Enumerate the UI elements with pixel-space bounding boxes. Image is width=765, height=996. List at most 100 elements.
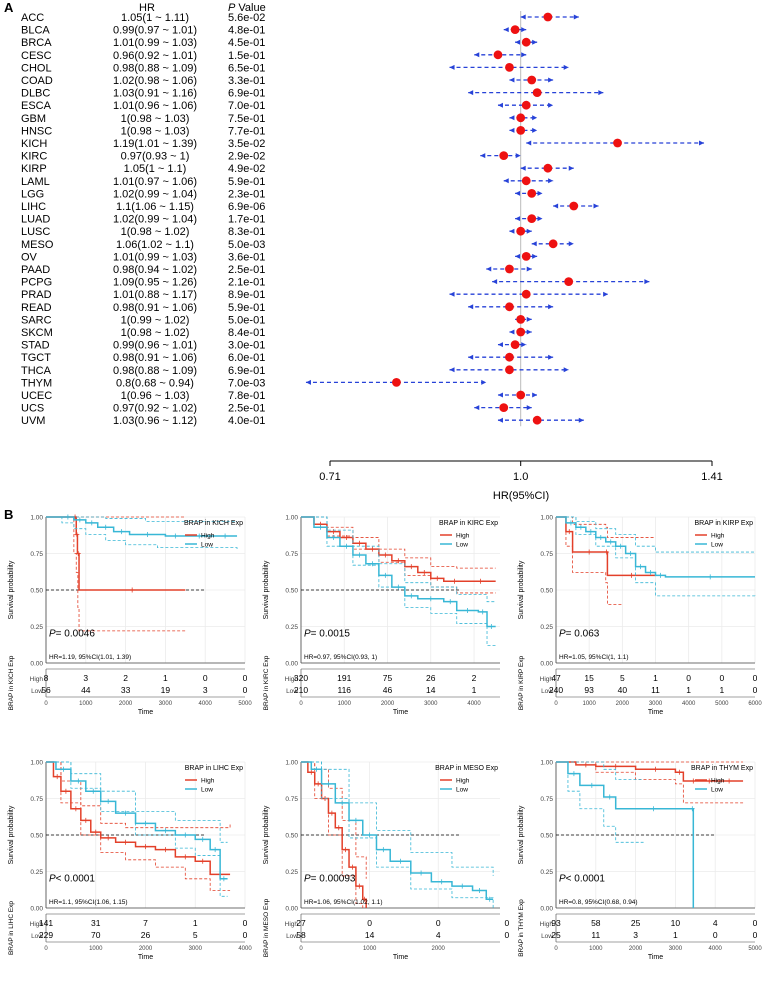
risk-count-high: 10 — [671, 918, 681, 928]
hr-point — [613, 138, 622, 148]
risk-row-label: Low — [286, 688, 298, 695]
risk-count-low: 3 — [203, 685, 208, 695]
ci-right-arrow — [537, 190, 543, 196]
survival-curve — [556, 516, 755, 578]
risk-count-high: 4 — [713, 918, 718, 928]
survival-curve — [46, 516, 238, 537]
censor-mark — [382, 552, 388, 558]
y-axis-title: Survival probability — [263, 805, 270, 864]
strata-y-label: BRAP in MESO Exp — [263, 898, 270, 957]
ci-left-arrow — [449, 291, 455, 297]
km-plot-kirp: 1.00 0.75 0.50 0.25 0.00 Survival probability… — [510, 505, 765, 750]
p-value-label: P= 0.0046 — [49, 629, 95, 640]
legend-label: Low — [711, 787, 723, 794]
censor-mark — [129, 587, 135, 593]
km-thym-svg: 1.00 0.75 0.50 0.25 0.00 Survival probability… — [518, 760, 762, 962]
censor-mark — [63, 788, 69, 794]
risk-count-low: 14 — [365, 930, 375, 940]
legend-label: High — [201, 533, 215, 540]
ci-right-arrow — [532, 253, 538, 259]
censor-mark — [172, 533, 178, 539]
p-value-label: P< 0.0001 — [49, 874, 95, 885]
hr-point — [543, 12, 553, 22]
hr-ci-text: 0.8(0.68 ~ 0.94) — [116, 377, 194, 389]
cancer-label: THCA — [21, 365, 52, 377]
cancer-label: CESC — [21, 50, 52, 62]
hr-ci-text: 0.98(0.88 ~ 1.09) — [113, 365, 197, 377]
censor-mark — [648, 569, 654, 575]
legend-label: High — [711, 778, 725, 785]
hr-ci-text: 1.03(0.96 ~ 1.12) — [113, 415, 197, 427]
ci-right-arrow — [537, 216, 543, 222]
ci-left-arrow — [468, 354, 474, 360]
censor-mark — [380, 847, 386, 853]
cancer-label: KIRP — [21, 163, 47, 175]
panel-label-a: A — [4, 0, 14, 15]
x-axis-title: Time — [138, 954, 153, 961]
p-value-text: 1.7e-01 — [228, 214, 265, 226]
x-tick-label: 4000 — [682, 701, 696, 707]
risk-count-low: 11 — [591, 930, 600, 940]
cancer-label: KICH — [21, 138, 47, 150]
p-value-text: 7.0e-03 — [228, 377, 265, 389]
risk-count-high: 31 — [91, 918, 101, 928]
x-tick-label: 3000 — [649, 701, 663, 707]
strata-y-label: BRAP in KIRP Exp — [518, 655, 525, 710]
risk-count-low: 116 — [337, 685, 351, 695]
hr-label: HR=1.1, 95%CI(1.06, 1.15) — [49, 899, 128, 906]
p-italic: P — [559, 874, 566, 885]
risk-count-low: 3 — [633, 930, 638, 940]
ci-right-arrow — [573, 14, 579, 20]
p-value-text: 3.3e-01 — [228, 75, 265, 87]
cancer-label: COAD — [21, 75, 53, 87]
p-value-text: 7.7e-01 — [228, 125, 265, 137]
risk-count-low: 11 — [651, 685, 660, 695]
y-tick-label: 0.25 — [540, 624, 553, 631]
hr-ci-text: 1.06(1.02 ~ 1.1) — [116, 239, 194, 251]
cancer-label: OV — [21, 251, 38, 263]
hr-ci-text: 1.02(0.98 ~ 1.06) — [113, 75, 197, 87]
ci-right-arrow — [548, 354, 554, 360]
risk-count-high: 0 — [243, 673, 248, 683]
cancer-label: SKCM — [21, 327, 53, 339]
risk-count-low: 0 — [243, 930, 248, 940]
risk-count-low: 40 — [618, 685, 628, 695]
risk-count-high: 75 — [383, 673, 393, 683]
legend-title: BRAP in LIHC Exp — [185, 765, 243, 772]
censor-mark — [105, 835, 111, 841]
x-tick-label: 3000 — [424, 701, 438, 707]
legend-title: BRAP in THYM Exp — [691, 765, 753, 772]
risk-count-low: 14 — [426, 685, 436, 695]
hr-point — [521, 252, 531, 261]
risk-count-high: 191 — [337, 673, 351, 683]
risk-count-high: 0 — [203, 673, 208, 683]
legend-label: High — [201, 778, 215, 785]
hr-point — [505, 302, 514, 312]
hr-ci-text: 1.01(0.99 ~ 1.03) — [113, 251, 197, 263]
risk-count-low: 25 — [551, 930, 561, 940]
x-axis-title: HR(95%CI) — [493, 490, 549, 502]
hr-ci-text: 1.02(0.99 ~ 1.04) — [113, 214, 197, 226]
risk-count-low: 58 — [296, 930, 306, 940]
km-plot-lihc: 1.00 0.75 0.50 0.25 0.00 Survival probability… — [0, 750, 255, 991]
x-tick-label: 2000 — [381, 701, 395, 707]
km-plot-kich: B 1.00 0.75 0.50 0.25 0.00 Survival probabilit… — [0, 505, 255, 750]
hr-point — [505, 365, 514, 375]
ci-left-arrow — [468, 90, 474, 96]
hr-ci-text: 0.97(0.93 ~ 1) — [121, 151, 190, 163]
x-tick-label: 5000 — [748, 946, 762, 952]
censor-mark — [317, 524, 323, 530]
risk-count-low: 46 — [383, 685, 393, 695]
x-tick-label: 3000 — [159, 701, 173, 707]
y-tick-label: 0.50 — [540, 588, 553, 595]
p-value-text: 2.9e-02 — [228, 151, 265, 163]
censor-mark — [369, 561, 375, 567]
censor-mark — [105, 798, 111, 804]
hr-point — [521, 37, 531, 47]
km-meso-svg: 1.00 0.75 0.50 0.25 0.00 Survival probability… — [263, 760, 509, 962]
hr-label: HR=0.97, 95%CI(0.93, 1) — [304, 654, 377, 661]
strata-y-label: BRAP in LIHC Exp — [8, 901, 15, 955]
censor-mark — [89, 520, 95, 526]
strata-y-label: BRAP in KICH Exp — [8, 655, 15, 710]
x-tick-label: 6000 — [748, 701, 762, 707]
